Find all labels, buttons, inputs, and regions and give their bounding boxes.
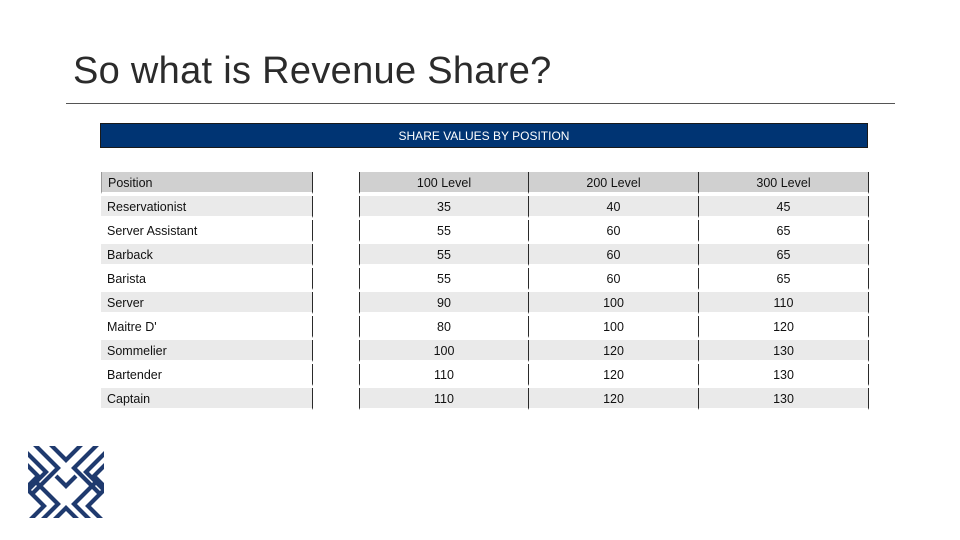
row-200-value: 120 [529,388,699,410]
row-300-value: 130 [699,340,869,362]
row-position: Server Assistant [101,220,313,242]
row-200-value: 120 [529,340,699,362]
row-position: Sommelier [101,340,313,362]
row-200-value: 60 [529,244,699,266]
row-100-value: 55 [359,244,529,266]
slide-title: So what is Revenue Share? [73,50,552,92]
row-300-value: 65 [699,244,869,266]
row-100-value: 100 [359,340,529,362]
row-position: Bartender [101,364,313,386]
row-300-value: 130 [699,364,869,386]
row-300-value: 130 [699,388,869,410]
row-position: Captain [101,388,313,410]
row-position: Reservationist [101,196,313,218]
chevron-pattern-logo-icon [28,446,104,518]
row-position: Barista [101,268,313,290]
row-200-value: 60 [529,268,699,290]
row-100-value: 110 [359,364,529,386]
row-100-value: 110 [359,388,529,410]
row-300-value: 65 [699,268,869,290]
row-300-value: 110 [699,292,869,314]
row-100-value: 35 [359,196,529,218]
row-100-value: 55 [359,220,529,242]
row-position: Maitre D' [101,316,313,338]
row-200-value: 60 [529,220,699,242]
row-200-value: 100 [529,292,699,314]
row-300-value: 65 [699,220,869,242]
header-position: Position [101,172,313,194]
row-position: Barback [101,244,313,266]
row-200-value: 120 [529,364,699,386]
row-200-value: 100 [529,316,699,338]
row-300-value: 120 [699,316,869,338]
header-200-level: 200 Level [529,172,699,194]
row-100-value: 80 [359,316,529,338]
row-200-value: 40 [529,196,699,218]
header-300-level: 300 Level [699,172,869,194]
row-position: Server [101,292,313,314]
title-divider [66,103,895,104]
row-100-value: 90 [359,292,529,314]
row-100-value: 55 [359,268,529,290]
header-100-level: 100 Level [359,172,529,194]
row-300-value: 45 [699,196,869,218]
table-banner: SHARE VALUES BY POSITION [100,123,868,148]
